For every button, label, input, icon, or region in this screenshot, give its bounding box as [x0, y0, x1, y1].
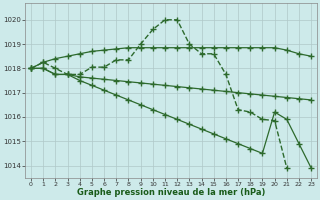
X-axis label: Graphe pression niveau de la mer (hPa): Graphe pression niveau de la mer (hPa): [77, 188, 265, 197]
